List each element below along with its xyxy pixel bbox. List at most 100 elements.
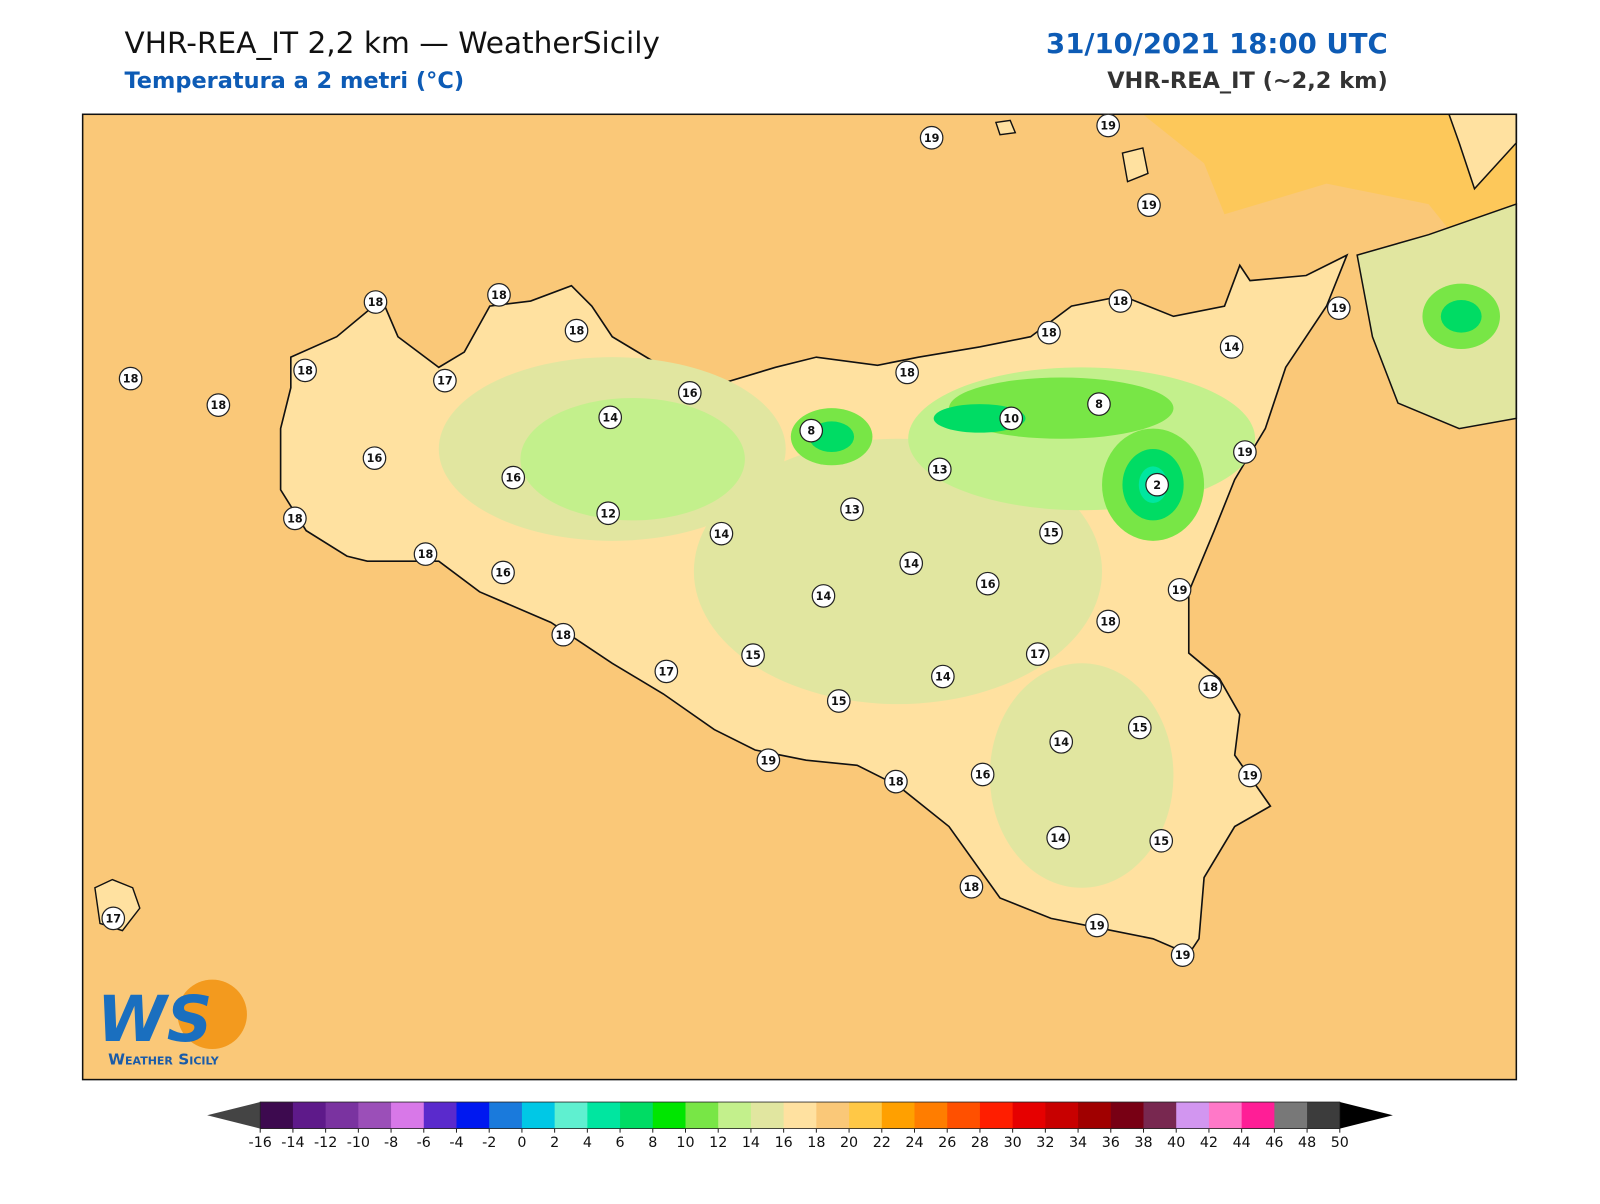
- station-marker: [1096, 113, 1120, 138]
- station-value: 15: [1043, 527, 1059, 540]
- station-marker: [1198, 674, 1223, 699]
- station-marker: [811, 584, 836, 608]
- station-marker: [931, 664, 955, 689]
- colorbar-tick-label: 22: [873, 1135, 891, 1151]
- station-value: 18: [368, 296, 384, 309]
- colorbar-bin: [685, 1102, 719, 1129]
- station-marker: [551, 622, 576, 647]
- station-marker: [1145, 472, 1169, 497]
- station-value: 14: [816, 590, 832, 603]
- station-marker: [596, 501, 620, 526]
- temp-patch: [693, 438, 1103, 705]
- station-value: 17: [105, 912, 121, 925]
- temp-patch: [520, 397, 745, 521]
- station-value: 18: [123, 373, 139, 386]
- colorbar-tick-label: 24: [905, 1135, 923, 1151]
- colorbar-bin: [456, 1102, 490, 1129]
- station-value: 19: [1089, 920, 1105, 933]
- island: [1121, 147, 1149, 183]
- station-value: 16: [495, 567, 511, 580]
- station-value: 19: [1331, 302, 1347, 315]
- colorbar-tick-label: 6: [616, 1135, 625, 1151]
- colorbar-under: [207, 1102, 261, 1129]
- colorbar-bin: [947, 1102, 981, 1129]
- colorbar-tick-label: 0: [517, 1135, 526, 1151]
- station-marker: [895, 360, 919, 385]
- station-value: 18: [1202, 681, 1218, 694]
- station-marker: [975, 571, 1000, 596]
- colorbar-bin: [1274, 1102, 1308, 1129]
- station-value: 12: [600, 507, 616, 520]
- colorbar-frame: [259, 1101, 1341, 1129]
- colorbar-tick-label: 26: [938, 1135, 956, 1151]
- station-value: 14: [1224, 341, 1240, 354]
- colorbar-tick-label: 50: [1331, 1135, 1349, 1151]
- colorbar-bin: [1208, 1102, 1243, 1129]
- colorbar-tick-label: -6: [417, 1135, 431, 1151]
- station-value: 18: [287, 512, 303, 525]
- station-value: 18: [1113, 295, 1129, 308]
- station-value: 14: [1053, 736, 1069, 749]
- station-value: 14: [935, 671, 951, 684]
- station-marker: [1039, 520, 1063, 545]
- colorbar-bin: [620, 1102, 654, 1129]
- station-value: 18: [491, 289, 507, 302]
- station-value: 2: [1153, 479, 1161, 492]
- station-marker: [362, 446, 387, 470]
- station-value: 17: [659, 666, 675, 679]
- station-value: 18: [1041, 327, 1057, 340]
- station-value: 18: [297, 364, 313, 377]
- colorbar-bin: [783, 1102, 817, 1129]
- station-value: 19: [1141, 199, 1157, 212]
- colorbar-tick-label: 20: [840, 1135, 858, 1151]
- colorbar-tick-label: 12: [709, 1135, 727, 1151]
- station-value: 19: [924, 132, 940, 145]
- subtitle: Temperatura a 2 metri (°C): [124, 68, 464, 94]
- station-marker: [1149, 828, 1174, 853]
- station-marker: [1108, 289, 1133, 313]
- station-value: 19: [1175, 949, 1191, 962]
- colorbar-tick-label: -10: [347, 1135, 370, 1151]
- station-value: 13: [844, 503, 860, 516]
- colorbar-bin: [1176, 1102, 1210, 1129]
- colorbar-bin: [587, 1102, 621, 1129]
- colorbar-tick-label: 16: [775, 1135, 793, 1151]
- colorbar-bin: [358, 1102, 392, 1129]
- station-marker: [1025, 642, 1050, 666]
- station-value: 18: [211, 399, 227, 412]
- colorbar-bin: [1307, 1102, 1341, 1129]
- datetime: 31/10/2021 18:00 UTC: [1046, 28, 1388, 60]
- colorbar-bin: [423, 1102, 458, 1129]
- colorbar-tick-label: 14: [742, 1135, 760, 1151]
- station-marker: [709, 521, 734, 546]
- colorbar-tick-label: -4: [449, 1135, 463, 1151]
- station-value: 8: [1095, 398, 1103, 411]
- colorbar-tick-label: 4: [583, 1135, 592, 1151]
- station-value: 19: [1237, 446, 1253, 459]
- station-marker: [741, 643, 765, 667]
- model: VHR-REA_IT (~2,2 km): [1107, 68, 1388, 94]
- colorbar-bin: [1241, 1102, 1275, 1129]
- colorbar-tick-label: 10: [676, 1135, 694, 1151]
- station-value: 16: [682, 387, 698, 400]
- station-marker: [919, 125, 944, 150]
- station-marker: [799, 418, 824, 443]
- station-value: 14: [903, 557, 919, 570]
- station-marker: [826, 689, 851, 713]
- station-marker: [487, 283, 511, 307]
- temp-patch: [1440, 300, 1482, 333]
- station-marker: [1233, 440, 1257, 464]
- colorbar-bin: [750, 1102, 785, 1129]
- station-marker: [999, 406, 1024, 431]
- station-value: 18: [569, 325, 585, 338]
- station-marker: [101, 906, 126, 931]
- sea-patch: [1142, 114, 1517, 256]
- station-marker: [884, 769, 908, 794]
- colorbar-bin: [718, 1102, 752, 1129]
- colorbar-over: [1339, 1102, 1393, 1129]
- temp-patch: [989, 663, 1174, 888]
- station-value: 18: [888, 776, 904, 789]
- station-value: 19: [761, 754, 777, 767]
- station-value: 18: [555, 629, 571, 642]
